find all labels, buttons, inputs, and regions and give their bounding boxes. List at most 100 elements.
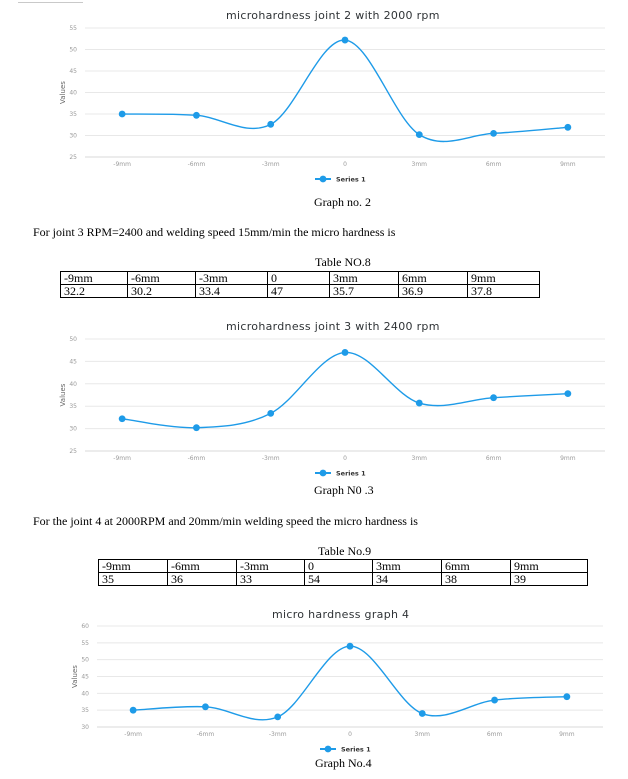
table-cell: 36 (167, 572, 237, 586)
paragraph: For the joint 4 at 2000RPM and 20mm/min … (33, 514, 418, 528)
y-tick-label: 40 (69, 381, 77, 388)
x-tick-label: 9mm (560, 161, 576, 168)
table-cell: 36.9 (398, 284, 468, 298)
legend-label: Series 1 (341, 746, 371, 754)
x-tick-label: 9mm (560, 455, 576, 462)
data-point (415, 131, 423, 139)
page-top-rule (18, 2, 83, 3)
x-tick-label: -3mm (262, 161, 280, 168)
graph-4-chart: 30 35 40 45 50 55 60 Values -9mm -6mm -3mm 0 3mm 6mm 9… (71, 623, 603, 754)
legend-marker (324, 745, 332, 753)
x-tick-label: 6mm (487, 731, 503, 738)
data-point (490, 129, 497, 137)
data-point (490, 394, 497, 402)
y-tick-label: 40 (81, 690, 89, 697)
chart-title: micro hardness graph 4 (272, 608, 410, 621)
series-line (133, 645, 567, 721)
table-cell: 35 (98, 572, 168, 586)
data-point (202, 703, 209, 711)
x-tick-label: -9mm (113, 455, 131, 462)
y-axis-label: Values (59, 383, 67, 406)
legend-marker (319, 469, 327, 477)
table-cell: 33 (236, 572, 305, 586)
y-tick-label: 30 (69, 133, 77, 140)
graph-2-chart: 25 30 35 40 45 50 55 Values -9mm -6mm -3mm 0 3mm 6mm 9… (59, 25, 605, 184)
legend-label: Series 1 (336, 470, 366, 478)
data-point (563, 693, 571, 701)
x-tick-label: 0 (348, 731, 352, 738)
y-tick-label: 55 (69, 25, 77, 32)
table-cell: 54 (304, 572, 373, 586)
table-cell: 37.8 (467, 284, 540, 298)
y-tick-label: 45 (69, 68, 77, 75)
y-tick-label: 25 (69, 154, 77, 161)
data-point (341, 36, 349, 44)
graph-caption: Graph no. 2 (314, 195, 371, 209)
table-cell: 47 (267, 284, 330, 298)
y-tick-label: 45 (81, 674, 89, 681)
x-tick-label: -9mm (124, 731, 142, 738)
y-tick-label: 50 (69, 47, 77, 54)
y-tick-label: 50 (69, 336, 77, 343)
x-tick-label: 0 (343, 161, 347, 168)
data-point (415, 399, 423, 407)
table-row: 32.2 30.2 33.4 47 35.7 36.9 37.8 (60, 284, 540, 298)
x-tick-label: -6mm (188, 455, 206, 462)
y-tick-label: 30 (69, 426, 77, 433)
legend-marker (319, 175, 327, 183)
data-point (118, 110, 126, 118)
x-tick-label: 9mm (559, 731, 575, 738)
table-cell: 35.7 (329, 284, 399, 298)
y-tick-label: 25 (69, 448, 77, 455)
x-tick-label: -6mm (197, 731, 215, 738)
x-tick-label: -3mm (269, 731, 287, 738)
y-tick-label: 40 (69, 90, 77, 97)
x-tick-label: 0 (343, 455, 347, 462)
table-cell: 9mm (510, 559, 588, 573)
chart-title: microhardness joint 2 with 2000 rpm (226, 9, 440, 22)
x-tick-label: 3mm (412, 455, 428, 462)
y-axis-label: Values (71, 665, 79, 688)
legend-label: Series 1 (336, 176, 366, 184)
paragraph: For joint 3 RPM=2400 and welding speed 1… (33, 225, 396, 239)
table-title: Table NO.8 (315, 255, 371, 269)
data-point (274, 713, 282, 721)
y-axis-label: Values (59, 81, 67, 104)
table-cell: 39 (510, 572, 588, 586)
data-point (193, 424, 200, 432)
y-tick-label: 45 (69, 358, 77, 365)
data-point (267, 120, 275, 128)
y-tick-label: 30 (81, 724, 89, 731)
data-point (346, 642, 354, 650)
graph-caption: Graph No.4 (315, 756, 372, 770)
y-tick-label: 55 (81, 640, 89, 647)
x-tick-label: 3mm (415, 731, 431, 738)
hardness-table-8: -9mm -6mm -3mm 0 3mm 6mm 9mm 32.2 30.2 3… (60, 271, 540, 298)
data-point (193, 111, 200, 119)
y-tick-label: 35 (69, 111, 77, 118)
data-point (118, 415, 126, 423)
x-tick-label: -6mm (188, 161, 206, 168)
x-tick-label: 3mm (412, 161, 428, 168)
x-tick-label: 6mm (486, 161, 502, 168)
data-point (267, 409, 275, 417)
y-tick-label: 50 (81, 657, 89, 664)
x-tick-label: -3mm (262, 455, 280, 462)
chart-title: microhardness joint 3 with 2400 rpm (226, 320, 440, 333)
table-cell: 38 (441, 572, 511, 586)
data-point (418, 710, 426, 717)
table-title: Table No.9 (318, 544, 372, 558)
graph-caption: Graph N0 .3 (314, 483, 374, 497)
table-row: 35 36 33 54 34 38 39 (98, 572, 588, 586)
data-point (564, 123, 572, 131)
data-point (564, 390, 572, 398)
data-point (129, 706, 137, 714)
y-tick-label: 35 (69, 403, 77, 410)
graph-3-chart: 25 30 35 40 45 50 Values -9mm -6mm -3mm 0 3mm 6mm 9mm… (59, 336, 605, 478)
hardness-table-9: -9mm -6mm -3mm 0 3mm 6mm 9mm 35 36 33 54… (98, 559, 588, 586)
x-tick-label: -9mm (113, 161, 131, 168)
x-tick-label: 6mm (486, 455, 502, 462)
y-tick-label: 60 (81, 623, 89, 630)
data-point (341, 349, 349, 356)
table-cell: 32.2 (60, 284, 128, 298)
